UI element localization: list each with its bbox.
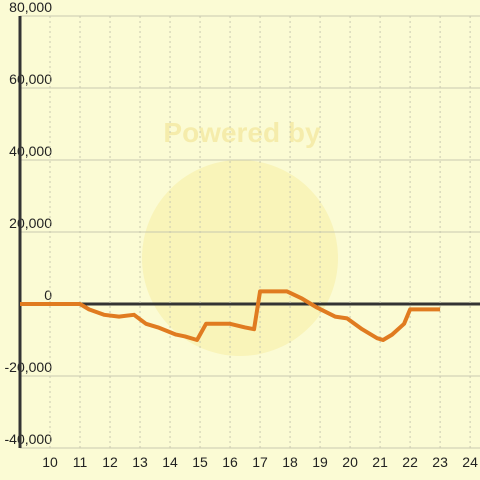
x-tick-label: 19: [312, 454, 328, 470]
x-tick-label: 14: [162, 454, 178, 470]
x-tick-label: 15: [192, 454, 208, 470]
y-tick-label: 80,000: [9, 0, 52, 15]
y-tick-label: 40,000: [9, 143, 52, 159]
x-tick-label: 13: [132, 454, 148, 470]
x-tick-label: 10: [42, 454, 58, 470]
x-tick-label: 20: [342, 454, 358, 470]
x-tick-label: 22: [402, 454, 418, 470]
watermark-logo: [142, 160, 338, 356]
watermark: Powered by: [163, 117, 321, 148]
y-tick-label: 0: [44, 287, 52, 303]
x-tick-label: 24: [462, 454, 478, 470]
y-tick-label: -40,000: [5, 431, 53, 447]
x-tick-label: 16: [222, 454, 238, 470]
y-tick-label: -20,000: [5, 359, 53, 375]
x-tick-label: 21: [372, 454, 388, 470]
x-tick-label: 23: [432, 454, 448, 470]
y-tick-label: 20,000: [9, 215, 52, 231]
line-series: [20, 289, 441, 342]
x-tick-label: 17: [252, 454, 268, 470]
x-tick-label: 18: [282, 454, 298, 470]
y-tick-label: 60,000: [9, 71, 52, 87]
x-tick-label: 11: [73, 454, 88, 470]
x-tick-label: 12: [102, 454, 118, 470]
